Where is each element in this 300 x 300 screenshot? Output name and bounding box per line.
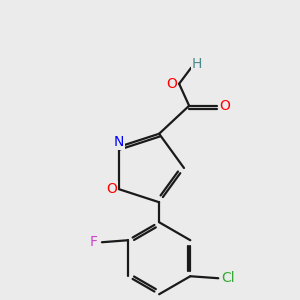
Text: F: F [90, 235, 98, 249]
Text: O: O [106, 182, 117, 196]
Text: O: O [167, 77, 178, 91]
Text: H: H [192, 57, 202, 71]
Text: N: N [114, 135, 124, 149]
Text: O: O [220, 99, 231, 113]
Text: Cl: Cl [221, 271, 235, 285]
